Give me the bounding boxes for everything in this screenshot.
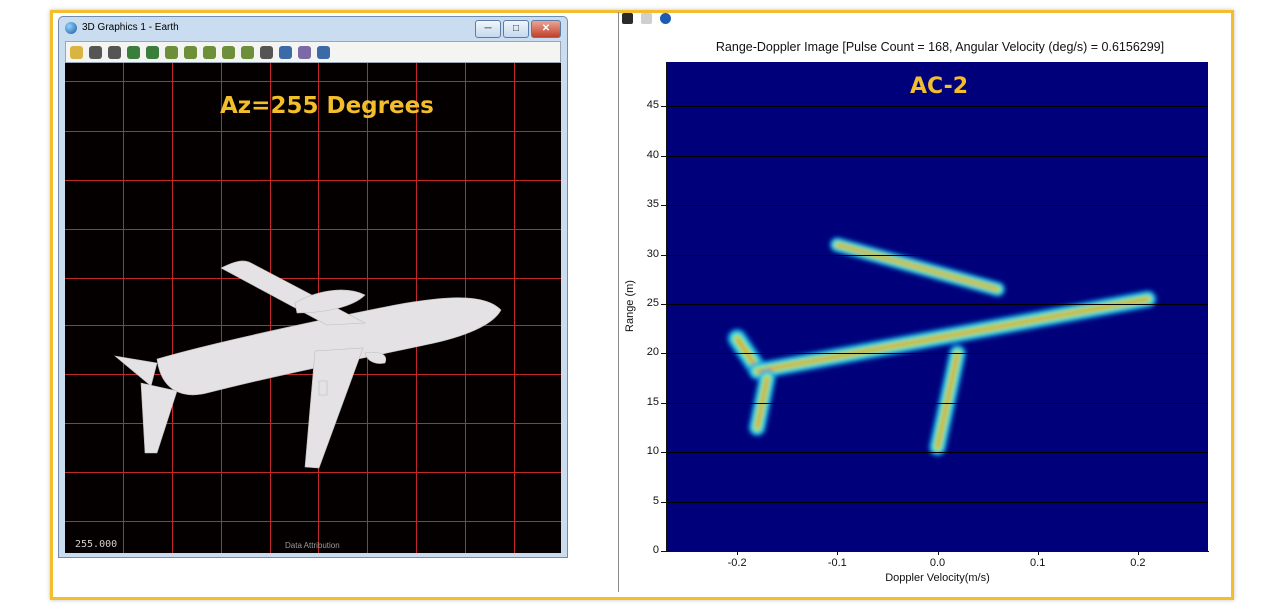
grid-line bbox=[667, 106, 1208, 108]
pan-icon[interactable] bbox=[89, 45, 102, 59]
chart-title: Range-Doppler Image [Pulse Count = 168, … bbox=[715, 40, 1165, 54]
object-icon[interactable] bbox=[203, 45, 216, 59]
y-axis-line bbox=[666, 62, 667, 552]
y-tick-mark bbox=[661, 402, 666, 404]
ruler-icon[interactable] bbox=[298, 45, 311, 59]
3d-viewport[interactable]: Az=255 Degrees 255.000 Data Attribution bbox=[65, 63, 561, 553]
x-tick-mark bbox=[737, 551, 739, 555]
grid-line bbox=[667, 155, 1208, 157]
y-tick-mark bbox=[661, 304, 666, 306]
save-disabled-icon bbox=[641, 13, 652, 24]
y-axis-label: Range (m) bbox=[624, 280, 636, 332]
y-tick-mark bbox=[661, 501, 666, 503]
grid-line bbox=[65, 229, 561, 230]
globe-icon[interactable] bbox=[279, 45, 292, 59]
grid-line bbox=[514, 63, 515, 553]
graphics-window: 3D Graphics 1 - Earth ─ □ ✕ bbox=[58, 16, 568, 558]
target-overlay-label: AC-2 bbox=[910, 74, 969, 99]
y-tick-label: 35 bbox=[646, 198, 659, 211]
compass-icon[interactable] bbox=[241, 45, 254, 59]
minimize-button[interactable]: ─ bbox=[475, 20, 501, 38]
y-tick-label: 40 bbox=[646, 148, 659, 161]
globe-icon bbox=[65, 22, 77, 34]
grid-line bbox=[172, 63, 173, 553]
y-tick-label: 30 bbox=[646, 247, 659, 260]
tree-icon[interactable] bbox=[184, 45, 197, 59]
y-tick-mark bbox=[661, 106, 666, 108]
x-tick-label: 0.1 bbox=[1030, 557, 1046, 569]
y-tick-label: 0 bbox=[652, 544, 659, 556]
notes-icon[interactable] bbox=[70, 45, 83, 59]
graphics-toolbar bbox=[65, 41, 561, 63]
x-tick-mark bbox=[837, 551, 839, 555]
x-tick-mark bbox=[1037, 551, 1039, 555]
grid-line bbox=[221, 63, 222, 553]
grid-line bbox=[667, 254, 1208, 256]
heatmap-streak bbox=[756, 298, 1149, 373]
y-tick-label: 25 bbox=[646, 297, 659, 310]
window-buttons: ─ □ ✕ bbox=[473, 20, 561, 38]
grid-line bbox=[667, 353, 1208, 355]
azimuth-overlay: Az=255 Degrees bbox=[220, 93, 434, 119]
pane-divider[interactable] bbox=[618, 12, 619, 592]
plot-toolbar bbox=[622, 13, 671, 24]
grid-line bbox=[667, 304, 1208, 306]
eye-icon[interactable] bbox=[165, 45, 178, 59]
window-titlebar[interactable]: 3D Graphics 1 - Earth ─ □ ✕ bbox=[59, 17, 567, 39]
zoom-icon[interactable] bbox=[108, 45, 121, 59]
grid-line bbox=[667, 402, 1208, 404]
grid-line bbox=[65, 278, 561, 279]
grid-line bbox=[367, 63, 368, 553]
globe-icon[interactable] bbox=[317, 45, 330, 59]
view-icon[interactable] bbox=[127, 45, 140, 59]
close-button[interactable]: ✕ bbox=[531, 20, 561, 38]
x-tick-mark bbox=[1137, 551, 1139, 555]
range-doppler-heatmap[interactable]: AC-2 bbox=[667, 62, 1208, 551]
grid-line bbox=[65, 472, 561, 473]
azimuth-readout: 255.000 bbox=[75, 539, 118, 550]
grid-line bbox=[65, 131, 561, 132]
heatmap-surface bbox=[727, 237, 1157, 457]
x-tick-label: 0.0 bbox=[929, 557, 946, 569]
x-axis-label: Doppler Velocity(m/s) bbox=[885, 572, 990, 584]
aircraft-model bbox=[113, 260, 502, 469]
y-tick-mark bbox=[661, 353, 666, 355]
help-icon[interactable] bbox=[660, 13, 671, 24]
y-tick-label: 20 bbox=[646, 346, 659, 359]
grid-line bbox=[270, 63, 271, 553]
y-tick-label: 45 bbox=[646, 99, 659, 112]
y-tick-mark bbox=[661, 205, 666, 207]
x-tick-label: -0.1 bbox=[827, 557, 847, 569]
grid-line bbox=[65, 180, 561, 181]
heatmap-streak bbox=[936, 352, 959, 449]
data-attribution[interactable]: Data Attribution bbox=[285, 541, 340, 550]
y-tick-mark bbox=[661, 551, 666, 552]
x-tick-label: 0.2 bbox=[1130, 557, 1146, 569]
grid-line bbox=[667, 205, 1208, 207]
grid-line bbox=[123, 63, 124, 553]
grid-line bbox=[65, 81, 561, 82]
y-tick-label: 15 bbox=[646, 395, 659, 408]
y-tick-mark bbox=[661, 254, 666, 256]
x-tick-mark bbox=[937, 551, 939, 555]
y-tick-mark bbox=[661, 155, 666, 157]
grid-line bbox=[667, 452, 1208, 454]
y-tick-label: 5 bbox=[652, 494, 659, 507]
restore-button[interactable]: □ bbox=[503, 20, 529, 38]
y-tick-label: 10 bbox=[646, 445, 659, 458]
window-title: 3D Graphics 1 - Earth bbox=[82, 22, 179, 33]
x-tick-label: -0.2 bbox=[727, 557, 747, 569]
save-icon[interactable] bbox=[622, 13, 633, 24]
grid-line bbox=[667, 501, 1208, 503]
map-icon[interactable] bbox=[146, 45, 159, 59]
grid-line bbox=[65, 521, 561, 522]
cube-icon[interactable] bbox=[222, 45, 235, 59]
measure-icon[interactable] bbox=[260, 45, 273, 59]
y-tick-mark bbox=[661, 452, 666, 454]
heatmap-streak bbox=[836, 243, 999, 291]
